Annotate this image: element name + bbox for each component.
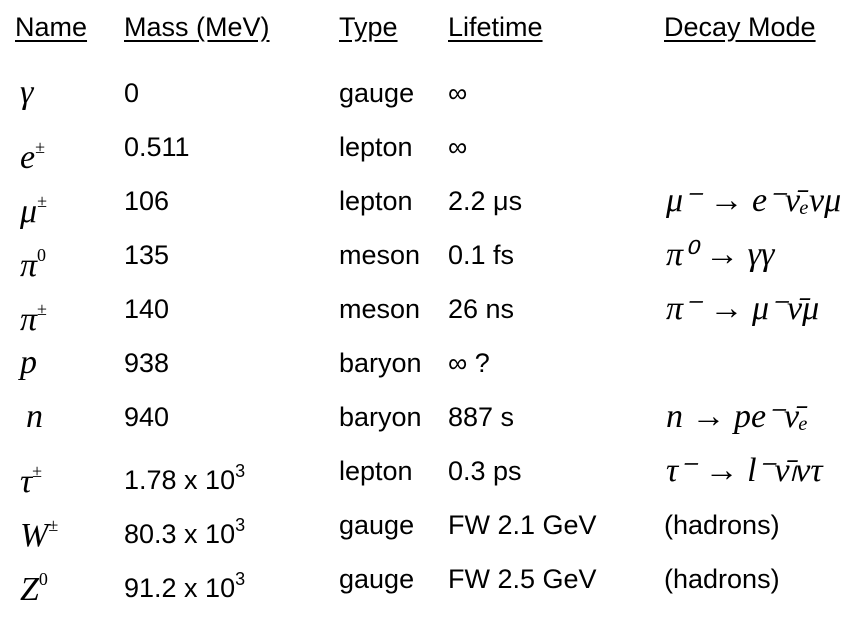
particle-mass: 0.511 [124, 132, 190, 162]
particle-lifetime: ∞ [448, 132, 468, 162]
table-row: e± 0.511 lepton ∞ [0, 120, 860, 176]
header-decay-mode: Decay Mode [664, 12, 816, 42]
particle-name: p [20, 344, 37, 381]
particle-lifetime: 26 ns [448, 294, 515, 324]
table-row: γ 0 gauge ∞ [0, 66, 860, 120]
header-mass: Mass (MeV) [124, 12, 270, 42]
table-row: n 940 baryon 887 s n → pe⁻ν̄ₑ [0, 390, 860, 444]
particle-type: lepton [339, 186, 413, 216]
particle-name: n [26, 398, 43, 435]
particle-type: gauge [339, 510, 415, 540]
particle-type: lepton [339, 456, 413, 486]
particle-name: e± [20, 137, 45, 176]
particle-lifetime: FW 2.1 GeV [448, 510, 597, 540]
particle-name: μ± [20, 191, 47, 230]
particle-type: gauge [339, 78, 415, 108]
particle-decay-mode: π⁰ → γγ [666, 236, 775, 273]
particle-name: τ± [20, 461, 43, 500]
particle-type: meson [339, 294, 421, 324]
particle-type: gauge [339, 564, 415, 594]
header-lifetime: Lifetime [448, 12, 543, 42]
particle-lifetime: 0.3 ps [448, 456, 522, 486]
table-row: p 938 baryon ∞ ? [0, 336, 860, 390]
particle-mass: 91.2 x 103 [124, 569, 246, 603]
table-row: π± 140 meson 26 ns π⁻ → μ⁻ν̄μ [0, 282, 860, 338]
particle-lifetime: ∞ [448, 78, 468, 108]
particle-mass: 135 [124, 240, 170, 270]
particle-type: baryon [339, 348, 422, 378]
particle-decay-mode: π⁻ → μ⁻ν̄μ [666, 290, 820, 327]
particle-name: W± [20, 515, 59, 554]
particle-name: γ [20, 74, 34, 111]
header-name: Name [15, 12, 88, 42]
table-row: W± 80.3 x 103 gauge FW 2.1 GeV (hadrons) [0, 498, 860, 554]
particle-decay-mode: n → pe⁻ν̄ₑ [666, 398, 809, 435]
particle-lifetime: FW 2.5 GeV [448, 564, 597, 594]
particle-name: π± [20, 299, 47, 338]
table-row: μ± 106 lepton 2.2 μs μ⁻ → e⁻ν̄ₑνμ [0, 174, 860, 230]
particle-decay-mode: (hadrons) [664, 510, 780, 540]
particle-lifetime: 887 s [448, 402, 515, 432]
particle-mass: 0 [124, 78, 140, 108]
particle-decay-mode: μ⁻ → e⁻ν̄ₑνμ [666, 182, 842, 219]
header-type: Type [339, 12, 398, 42]
particle-lifetime: ∞ ? [448, 348, 490, 378]
table-row: π0 135 meson 0.1 fs π⁰ → γγ [0, 228, 860, 284]
particle-type: baryon [339, 402, 422, 432]
particle-type: meson [339, 240, 421, 270]
particle-name: Z0 [20, 569, 48, 608]
particle-mass: 938 [124, 348, 170, 378]
particle-lifetime: 0.1 fs [448, 240, 515, 270]
particle-mass: 1.78 x 103 [124, 461, 246, 495]
table-row: τ± 1.78 x 103 lepton 0.3 ps τ⁻ → l⁻ν̄ₗντ [0, 444, 860, 500]
particle-decay-mode: τ⁻ → l⁻ν̄ₗντ [666, 452, 823, 489]
particle-decay-mode: (hadrons) [664, 564, 780, 594]
particle-type: lepton [339, 132, 413, 162]
particle-lifetime: 2.2 μs [448, 186, 523, 216]
table-row: Z0 91.2 x 103 gauge FW 2.5 GeV (hadrons) [0, 552, 860, 608]
particle-name: π0 [20, 245, 47, 284]
particle-mass: 940 [124, 402, 170, 432]
particle-mass: 140 [124, 294, 170, 324]
particle-mass: 80.3 x 103 [124, 515, 246, 549]
particle-mass: 106 [124, 186, 170, 216]
